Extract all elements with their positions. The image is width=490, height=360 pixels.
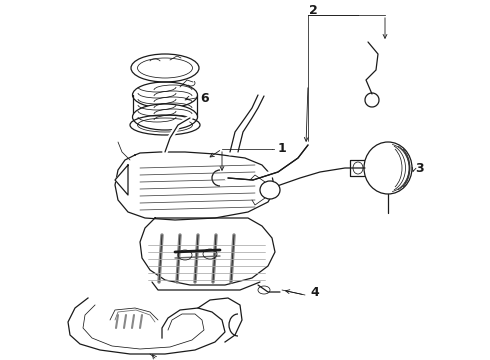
Text: 1: 1 [278,143,287,156]
Polygon shape [140,218,275,285]
Ellipse shape [132,82,197,108]
Text: 2: 2 [309,4,318,17]
Polygon shape [115,152,275,220]
Text: 4: 4 [310,287,319,300]
Polygon shape [68,298,225,354]
Ellipse shape [132,104,197,130]
Ellipse shape [364,142,412,194]
Text: 6: 6 [200,91,209,104]
Polygon shape [115,165,128,195]
Ellipse shape [260,181,280,199]
Text: 3: 3 [415,162,424,175]
